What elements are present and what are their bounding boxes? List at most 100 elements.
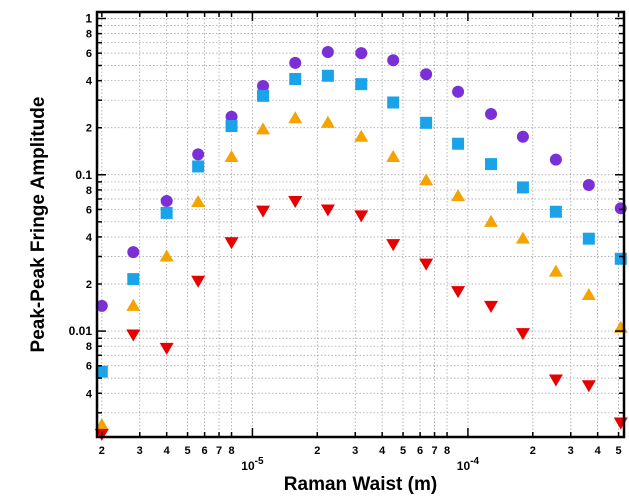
data-point-circle [516, 130, 529, 143]
data-point-triangle-up [94, 418, 109, 431]
y-tick-label: 2 [86, 279, 92, 291]
data-point-square [289, 72, 302, 85]
data-point-circle [160, 194, 173, 207]
data-point-square [549, 205, 562, 218]
data-point-triangle-down [224, 237, 239, 250]
x-tick-label: 5 [400, 445, 406, 457]
x-tick-label: 7 [431, 445, 437, 457]
data-point-triangle-up [288, 111, 303, 124]
data-point-triangle-down [613, 417, 628, 430]
data-point-triangle-up [484, 214, 499, 227]
data-point-triangle-up [419, 173, 434, 186]
data-point-triangle-up [159, 249, 174, 262]
data-point-triangle-down [515, 328, 530, 341]
data-point-circle [127, 246, 140, 259]
data-point-square [614, 252, 627, 265]
data-point-triangle-down [191, 275, 206, 288]
data-point-triangle-up [191, 194, 206, 207]
data-point-triangle-down [548, 374, 563, 387]
data-point-triangle-down [419, 258, 434, 271]
y-tick-label: 6 [86, 204, 92, 216]
y-tick-label: 6 [86, 361, 92, 373]
data-point-circle [225, 110, 238, 123]
x-tick-label: 6 [202, 445, 208, 457]
y-tick-label: 1 [85, 11, 92, 25]
x-tick-label: 7 [216, 445, 222, 457]
x-tick-label: 4 [595, 445, 602, 457]
data-point-square [387, 96, 400, 109]
y-tick-label: 4 [86, 232, 93, 244]
data-point-triangle-up [256, 122, 271, 135]
x-tick-label: 3 [568, 445, 574, 457]
data-point-circle [355, 47, 368, 60]
y-tick-label: 2 [86, 123, 92, 135]
data-point-triangle-up [126, 298, 141, 311]
data-point-square [420, 116, 433, 129]
data-point-circle [549, 153, 562, 166]
data-point-triangle-down [159, 342, 174, 355]
x-tick-label: 5 [615, 445, 621, 457]
data-point-triangle-down [320, 204, 335, 217]
x-major-tick-label: 10-4 [457, 456, 480, 473]
data-point-triangle-up [224, 149, 239, 162]
axis-ticks: 2 3 4 5 6 7 8 2 3 4 5 6 7 8 2 3 4 510-5 10-4186420.186420.… [69, 11, 624, 473]
data-point-square [257, 89, 270, 102]
data-point-circle [582, 179, 595, 192]
data-point-circle [289, 56, 302, 69]
data-point-square [485, 158, 498, 171]
data-point-triangle-down [354, 210, 369, 223]
y-tick-label: 0.1 [75, 168, 92, 182]
y-tick-label: 8 [86, 185, 92, 197]
data-point-triangle-up [354, 129, 369, 142]
data-point-triangle-up [320, 115, 335, 128]
data-point-square [355, 78, 368, 91]
x-tick-label: 4 [379, 445, 386, 457]
y-tick-label: 4 [86, 388, 93, 400]
y-axis-title: Peak-Peak Fringe Amplitude [28, 97, 49, 353]
y-tick-label: 6 [86, 48, 92, 60]
data-point-circle [95, 299, 108, 312]
data-point-square [192, 160, 205, 173]
x-tick-label: 8 [228, 445, 234, 457]
x-tick-label: 2 [530, 445, 536, 457]
x-tick-label: 2 [314, 445, 320, 457]
plot-frame [95, 10, 626, 439]
data-point-triangle-up [515, 231, 530, 244]
data-point-triangle-down [581, 380, 596, 393]
data-point-triangle-up [581, 288, 596, 301]
y-tick-label: 0.01 [69, 324, 93, 338]
data-point-triangle-up [548, 264, 563, 277]
data-point-square [321, 69, 334, 82]
x-tick-label: 4 [164, 445, 171, 457]
x-tick-label: 8 [444, 445, 450, 457]
y-tick-label: 4 [86, 76, 93, 88]
x-tick-label: 3 [352, 445, 358, 457]
x-tick-label: 2 [99, 445, 105, 457]
data-point-square [452, 137, 465, 150]
data-point-square [160, 206, 173, 219]
x-tick-label: 6 [417, 445, 423, 457]
data-point-triangle-down [451, 286, 466, 299]
x-axis-title: Raman Waist (m) [284, 474, 437, 495]
data-point-square [582, 232, 595, 245]
data-point-square [516, 181, 529, 194]
x-tick-label: 3 [137, 445, 143, 457]
x-major-tick-label: 10-5 [241, 456, 264, 473]
data-point-circle [192, 148, 205, 161]
data-point-triangle-up [386, 149, 401, 162]
y-tick-label: 8 [86, 29, 92, 41]
grid [97, 12, 624, 437]
data-point-triangle-down [126, 329, 141, 342]
data-point-square [127, 273, 140, 286]
x-tick-label: 5 [184, 445, 190, 457]
data-points [94, 46, 628, 441]
data-point-square [95, 365, 108, 378]
y-tick-label: 8 [86, 341, 92, 353]
data-point-triangle-up [451, 189, 466, 202]
data-point-circle [387, 54, 400, 67]
data-point-square [225, 120, 238, 133]
data-point-triangle-down [386, 239, 401, 252]
data-point-circle [321, 46, 334, 59]
